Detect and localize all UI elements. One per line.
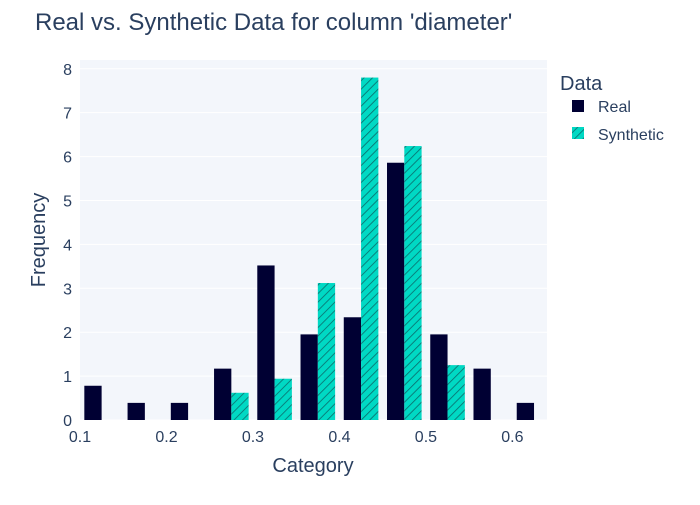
- legend-item-synthetic[interactable]: Synthetic: [572, 127, 664, 144]
- bar-synthetic[interactable]: [447, 365, 465, 420]
- x-tick-label: 0.3: [242, 429, 264, 446]
- x-tick-label: 0.4: [328, 429, 350, 446]
- y-tick-label: 1: [63, 369, 72, 386]
- legend-label-real: Real: [598, 99, 631, 116]
- x-tick-label: 0.6: [501, 429, 523, 446]
- bar-real[interactable]: [214, 368, 232, 420]
- y-tick-label: 5: [63, 193, 72, 210]
- bar-real[interactable]: [430, 334, 448, 420]
- y-tick-label: 3: [63, 281, 72, 298]
- y-axis-label: Frequency: [28, 193, 50, 288]
- y-tick-label: 6: [63, 150, 72, 167]
- y-axis-ticks: 0 1 2 3 4 5 6 7 8: [63, 62, 72, 430]
- y-tick-label: 8: [63, 62, 72, 79]
- x-tick-label: 0.5: [415, 429, 437, 446]
- legend-title: Data: [560, 73, 603, 95]
- bar-real[interactable]: [170, 402, 189, 420]
- bar-synthetic[interactable]: [361, 77, 379, 420]
- legend-item-real[interactable]: Real: [572, 99, 631, 116]
- x-tick-label: 0.1: [69, 429, 91, 446]
- legend-swatch-real: [572, 100, 584, 112]
- x-axis-label: Category: [272, 455, 353, 477]
- bar-real[interactable]: [127, 402, 145, 420]
- bar-synthetic[interactable]: [317, 283, 336, 420]
- x-tick-label: 0.2: [155, 429, 177, 446]
- y-tick-label: 2: [63, 325, 72, 342]
- y-tick-label: 0: [63, 413, 72, 430]
- bar-real[interactable]: [516, 402, 535, 420]
- bar-real[interactable]: [473, 368, 491, 420]
- legend-label-synthetic: Synthetic: [598, 127, 664, 144]
- y-tick-label: 4: [63, 237, 72, 254]
- chart-title: Real vs. Synthetic Data for column 'diam…: [35, 9, 512, 36]
- bar-synthetic[interactable]: [231, 392, 249, 420]
- bar-real[interactable]: [84, 385, 102, 420]
- legend: Data Real Synthetic: [560, 73, 664, 144]
- bars: [84, 77, 535, 421]
- bar-real[interactable]: [343, 317, 362, 420]
- x-axis-ticks: 0.1 0.2 0.3 0.4 0.5 0.6: [69, 429, 524, 446]
- bar-synthetic[interactable]: [274, 378, 292, 420]
- bar-real[interactable]: [387, 162, 405, 421]
- bar-synthetic[interactable]: [404, 146, 422, 421]
- bar-real[interactable]: [257, 265, 275, 420]
- bar-real[interactable]: [300, 334, 318, 420]
- legend-swatch-synthetic: [572, 127, 584, 139]
- y-tick-label: 7: [63, 106, 72, 123]
